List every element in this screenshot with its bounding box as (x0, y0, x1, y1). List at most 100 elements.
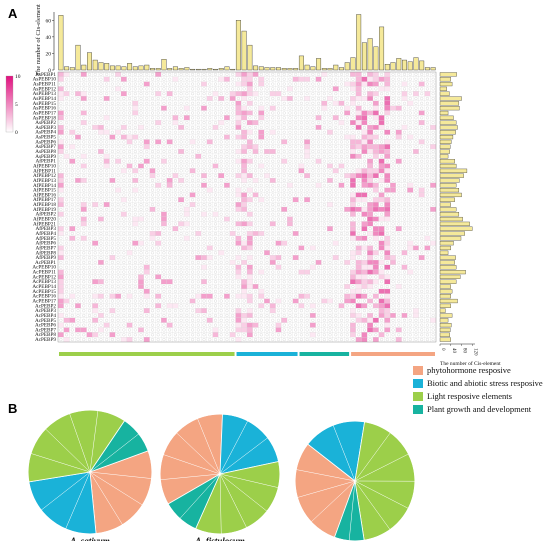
heatmap-zero-mark (105, 169, 109, 173)
heatmap-zero-mark (128, 121, 132, 125)
heatmap-cell (292, 202, 299, 208)
heatmap-cell (309, 250, 316, 256)
heatmap-cell (355, 259, 362, 265)
heatmap-zero-mark (156, 130, 160, 134)
heatmap-cell (195, 144, 202, 150)
heatmap-cell (206, 197, 213, 203)
heatmap-cell (241, 100, 248, 106)
heatmap-cell (286, 81, 293, 87)
heatmap-zero-mark (357, 135, 361, 139)
heatmap-cell (75, 144, 82, 150)
heatmap-cell (166, 216, 173, 222)
heatmap-cell (384, 115, 391, 121)
heatmap-cell (407, 124, 414, 130)
heatmap-cell (321, 96, 328, 102)
heatmap-cell (349, 221, 356, 227)
heatmap-cell (57, 216, 64, 222)
heatmap-cell (149, 86, 156, 92)
heatmap-zero-mark (208, 179, 212, 182)
heatmap-cell (155, 216, 162, 222)
heatmap-cell (315, 71, 322, 77)
heatmap-zero-mark (317, 154, 321, 158)
top-bar (127, 63, 133, 71)
heatmap-cell (206, 177, 213, 183)
heatmap-zero-mark (88, 154, 91, 158)
heatmap-cell (149, 100, 156, 106)
heatmap-cell (229, 221, 236, 227)
heatmap-cell (223, 264, 230, 270)
heatmap-zero-mark (431, 92, 435, 96)
heatmap-cell (63, 173, 70, 179)
heatmap-cell (372, 105, 379, 111)
heatmap-zero-mark (116, 82, 120, 86)
heatmap-zero-mark (179, 92, 183, 96)
heatmap-cell (378, 71, 385, 77)
heatmap-cell (292, 231, 299, 237)
heatmap-cell (355, 96, 362, 102)
heatmap-cell (349, 139, 356, 145)
heatmap-zero-mark (82, 101, 86, 105)
heatmap-cell (378, 197, 385, 203)
heatmap-zero-mark (408, 179, 412, 182)
top-bar (276, 67, 281, 71)
heatmap-cell (298, 231, 305, 237)
heatmap-cell (401, 139, 408, 145)
heatmap-cell (412, 259, 419, 265)
heatmap-cell (384, 255, 391, 261)
heatmap-cell (384, 153, 391, 159)
top-bar (92, 59, 98, 71)
heatmap-zero-mark (414, 125, 418, 129)
heatmap-cell (172, 192, 179, 198)
heatmap-cell (166, 120, 173, 126)
heatmap-cell (246, 110, 253, 116)
heatmap-cell (126, 96, 133, 102)
heatmap-zero-mark (185, 150, 189, 154)
heatmap-zero-mark (156, 87, 160, 91)
heatmap-cell (395, 144, 402, 150)
heatmap-cell (241, 139, 248, 145)
heatmap-cell (349, 245, 356, 251)
heatmap-zero-mark (362, 125, 366, 129)
heatmap-cell (275, 264, 282, 270)
heatmap-zero-mark (122, 82, 126, 86)
heatmap-row-label: AsPEBP9 (35, 154, 56, 160)
heatmap-cell (132, 124, 139, 130)
heatmap-zero-mark (185, 154, 189, 158)
heatmap-cell (149, 264, 156, 270)
heatmap-cell (57, 240, 64, 246)
heatmap-zero-mark (88, 121, 91, 125)
heatmap-cell (86, 158, 93, 164)
heatmap-zero-mark (145, 116, 149, 120)
heatmap-cell (327, 226, 334, 232)
heatmap-cell (195, 255, 202, 261)
heatmap-zero-mark (317, 145, 321, 149)
heatmap-cell (132, 216, 139, 222)
heatmap-cell (166, 149, 173, 155)
heatmap-cell (246, 177, 253, 183)
heatmap-cell (355, 211, 362, 217)
heatmap-cell (424, 163, 431, 169)
heatmap-cell (92, 91, 99, 97)
heatmap-zero-mark (70, 111, 74, 115)
heatmap-cell (321, 216, 328, 222)
heatmap-cell (201, 129, 208, 135)
heatmap-cell (132, 226, 139, 232)
heatmap-zero-mark (208, 150, 212, 154)
heatmap-cell (286, 245, 293, 251)
heatmap-cell (126, 216, 133, 222)
heatmap-cell (172, 240, 179, 246)
top-bar (253, 65, 259, 71)
heatmap-cell (92, 177, 99, 183)
heatmap-cell (69, 255, 76, 261)
heatmap-cell (201, 134, 208, 140)
heatmap-cell (149, 255, 156, 261)
heatmap-cell (395, 255, 402, 261)
heatmap-cell (286, 124, 293, 130)
heatmap-cell (97, 197, 104, 203)
heatmap-zero-mark (431, 135, 435, 139)
heatmap-cell (264, 144, 271, 150)
heatmap-cell (338, 168, 345, 174)
heatmap-cell (126, 235, 133, 241)
heatmap-cell (321, 240, 328, 246)
